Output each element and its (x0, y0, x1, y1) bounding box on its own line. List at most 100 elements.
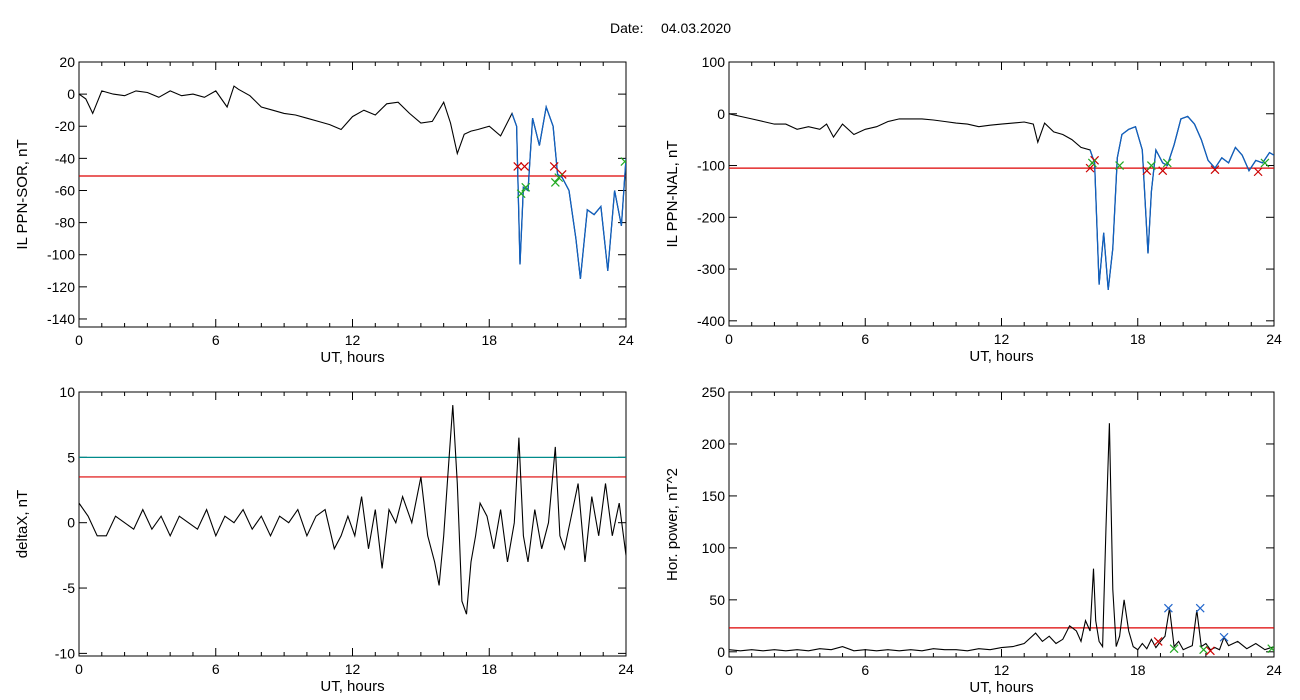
plot-area (729, 113, 1274, 290)
x-axis-label: UT, hours (320, 349, 384, 366)
series-highlight-line (511, 104, 626, 279)
x-tick-label: 24 (1266, 662, 1282, 678)
y-tick-label: 0 (67, 515, 75, 531)
plot-frame (728, 61, 1275, 327)
event-marker-stroke (1163, 603, 1173, 613)
plot-area (79, 405, 626, 615)
y-axis-label: Hor. power, nT^2 (664, 468, 681, 581)
event-marker (520, 161, 530, 171)
event-marker (550, 178, 560, 187)
chart-panel-p4: 0 6 12 18 24 250 200 150 100 50 0 UT, hours Hor. pow… (664, 384, 1282, 696)
event-marker-stroke (1205, 646, 1215, 656)
series-line (79, 85, 626, 279)
x-tick-label: 0 (725, 331, 733, 347)
event-marker-stroke (516, 189, 526, 199)
x-tick-label: 12 (345, 332, 361, 348)
event-marker-stroke (1195, 603, 1205, 613)
x-tick-label: 18 (1130, 331, 1146, 347)
event-marker (1253, 167, 1263, 177)
event-marker-stroke (1219, 632, 1229, 642)
x-tick-label: 24 (618, 661, 634, 677)
x-tick-label: 6 (212, 661, 220, 677)
event-marker (1210, 165, 1220, 175)
event-marker-stroke (554, 173, 564, 183)
y-tick-label: 100 (702, 54, 726, 70)
x-tick-label: 12 (994, 331, 1010, 347)
y-tick-label: -120 (47, 279, 75, 295)
y-tick-label: -20 (55, 118, 75, 134)
x-tick-label: 12 (994, 662, 1010, 678)
y-tick-label: 0 (717, 644, 725, 660)
y-axis-label: IL PPN-NAL, nT (664, 141, 681, 248)
y-tick-label: 0 (717, 106, 725, 122)
x-tick-label: 18 (1130, 662, 1146, 678)
event-marker (549, 161, 559, 171)
series-line (79, 405, 626, 615)
x-tick-label: 24 (1266, 331, 1282, 347)
date-label: Date: (610, 20, 643, 36)
event-marker (1260, 158, 1270, 168)
series-line (729, 423, 1274, 652)
x-tick-label: 6 (861, 331, 869, 347)
plot-area (79, 85, 626, 279)
event-marker (1085, 163, 1095, 173)
event-marker (1205, 646, 1215, 656)
event-marker-stroke (1115, 161, 1125, 170)
event-marker-stroke (1253, 167, 1263, 177)
x-tick-label: 24 (618, 332, 634, 348)
plot-frame (728, 391, 1275, 658)
event-marker (554, 173, 564, 183)
event-marker (1169, 644, 1179, 654)
x-tick-label: 18 (481, 332, 497, 348)
y-tick-label: -100 (697, 158, 725, 174)
x-tick-label: 0 (75, 661, 83, 677)
event-marker-stroke (549, 161, 559, 171)
event-marker (1087, 158, 1097, 168)
event-marker (1219, 632, 1229, 642)
event-marker (620, 157, 626, 167)
chart-panel-p1: 0 6 12 18 24 20 0 -20 -40 -60 -80 -100 -120 -140 UT, h… (14, 54, 634, 366)
y-tick-label: -60 (55, 182, 75, 198)
x-tick-label: 6 (861, 662, 869, 678)
chart-panel-p2: 0 6 12 18 24 100 0 -100 -200 -300 -400 UT, hours IL … (664, 54, 1282, 365)
event-marker-stroke (1087, 158, 1097, 168)
event-marker-stroke (1158, 166, 1168, 176)
event-marker (1163, 603, 1173, 613)
event-marker-stroke (1153, 636, 1163, 646)
y-axis-label: IL PPN-SOR, nT (14, 139, 31, 249)
plot-frame (78, 391, 627, 657)
y-tick-label: -200 (697, 209, 725, 225)
y-tick-label: 20 (59, 54, 75, 70)
y-tick-label: -80 (55, 215, 75, 231)
y-tick-label: -100 (47, 247, 75, 263)
chart-panel-p3: 0 6 12 18 24 10 5 0 -5 -10 UT, hours deltaX, nT (14, 384, 634, 695)
event-marker-stroke (1162, 158, 1172, 168)
event-marker-stroke (513, 161, 523, 171)
x-axis-label: UT, hours (969, 679, 1033, 696)
y-tick-label: -10 (55, 645, 75, 661)
event-marker-stroke (620, 159, 626, 167)
event-marker-stroke (1146, 161, 1156, 170)
event-marker (1162, 158, 1172, 168)
event-marker (1267, 644, 1274, 654)
event-marker (1153, 636, 1163, 646)
y-tick-label: 150 (702, 488, 726, 504)
event-marker-stroke (1267, 645, 1274, 654)
y-tick-label: -400 (697, 313, 725, 329)
y-tick-label: -300 (697, 261, 725, 277)
event-marker (1158, 166, 1168, 176)
y-tick-label: 200 (702, 436, 726, 452)
event-marker (516, 189, 526, 199)
x-tick-label: 0 (725, 662, 733, 678)
y-tick-label: 0 (67, 86, 75, 102)
y-tick-label: 10 (59, 384, 75, 400)
event-marker-stroke (1210, 165, 1220, 175)
x-axis-label: UT, hours (969, 348, 1033, 365)
event-marker (521, 182, 531, 192)
y-tick-label: 250 (702, 384, 726, 400)
event-marker (1195, 603, 1205, 613)
plot-area (729, 423, 1274, 656)
event-marker-stroke (520, 161, 530, 171)
y-tick-label: -40 (55, 150, 75, 166)
x-axis-label: UT, hours (320, 678, 384, 695)
